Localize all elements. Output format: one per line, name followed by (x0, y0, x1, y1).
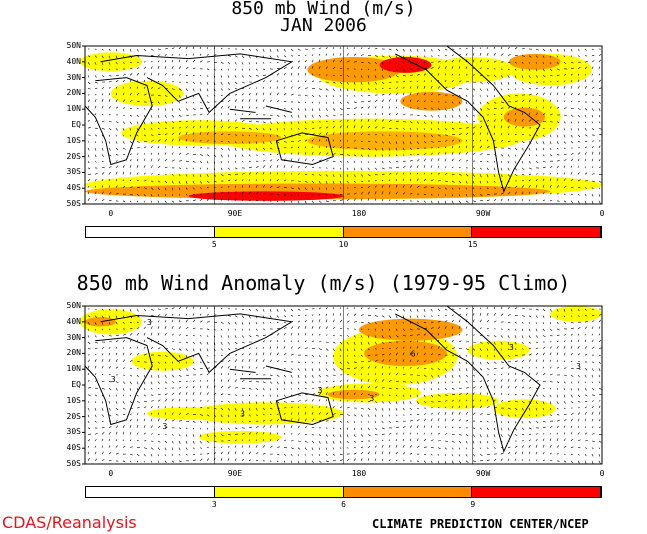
shaded-region (327, 389, 380, 400)
shaded-region (110, 80, 184, 107)
lat-label: 30N (66, 72, 81, 82)
contour-label: 3 (509, 343, 514, 352)
contour-label: 3 (147, 318, 152, 327)
shaded-region (188, 191, 344, 201)
shaded-region (178, 131, 282, 144)
lat-label: 40S (66, 443, 81, 453)
coastline (275, 132, 334, 166)
colorbar-panel2 (85, 486, 602, 498)
lat-label: EQ (71, 120, 81, 129)
lon-label: 0 (599, 209, 605, 218)
colorbar-swatch (472, 487, 601, 497)
lat-label: 40S (66, 183, 81, 193)
panel1-subtitle: JAN 2006 (280, 15, 367, 36)
lat-label: 20N (66, 88, 81, 98)
colorbar-swatch (214, 487, 344, 497)
wind-vectors (87, 306, 602, 464)
lat-label: 30S (66, 167, 81, 177)
colorbar-label: 5 (211, 240, 217, 249)
wind-vectors (87, 46, 602, 204)
shaded-region (307, 131, 463, 151)
lon-label: 90W (475, 469, 491, 478)
lon-label: 0 (108, 469, 114, 478)
lat-label: 10S (66, 395, 81, 405)
shaded-region (359, 318, 463, 341)
colorbar-swatch (214, 227, 344, 237)
shaded-region (467, 340, 530, 360)
contour-label: 6 (411, 350, 416, 359)
lat-label: 50S (66, 199, 81, 208)
coastline (229, 365, 292, 380)
shaded-region (198, 430, 282, 444)
coastline (100, 313, 294, 374)
coastline (84, 337, 153, 426)
grid-lines (214, 306, 473, 464)
shaded-region (364, 340, 447, 367)
lat-label: 10N (66, 104, 81, 114)
footer-source: CDAS/Reanalysis (2, 513, 137, 532)
colorbar-swatch (472, 227, 601, 237)
lon-label: 90W (475, 209, 491, 218)
colorbar-swatch (343, 487, 473, 497)
contour-label: 3 (318, 386, 323, 395)
contour-label: 3 (163, 422, 168, 431)
lon-label: 180 (351, 469, 367, 478)
lat-label: 40N (66, 56, 81, 66)
colorbar-swatch (343, 227, 473, 237)
panel1-title: 850 mb Wind (m/s) (231, 0, 416, 19)
lat-label: 30S (66, 427, 81, 437)
shaded-region (503, 107, 546, 127)
colorbar-label: 15 (467, 240, 478, 249)
lat-label: 20S (66, 151, 81, 161)
colorbar-panel1 (85, 226, 602, 238)
footer-agency: CLIMATE PREDICTION CENTER/NCEP (372, 517, 589, 531)
lat-label: 50N (66, 301, 81, 310)
colorbar-swatch (86, 487, 215, 497)
lon-label: 0 (108, 209, 114, 218)
contour-label: 3 (576, 362, 581, 371)
contour-label: 3 (369, 394, 374, 403)
lat-label: 10N (66, 364, 81, 374)
lat-label: 50N (66, 41, 81, 50)
wind-anomaly-map-panel2: 3 3 3 6 3 3 3 3 3 (79, 305, 603, 465)
coastline (275, 392, 334, 426)
shaded-region (550, 306, 603, 322)
contour-label: 3 (111, 375, 116, 384)
lat-label: 20S (66, 411, 81, 421)
shaded-region (131, 351, 194, 371)
grid-lines (214, 46, 473, 204)
shaded-region (400, 91, 463, 111)
contour-label: 3 (240, 410, 245, 419)
colorbar-label: 3 (211, 500, 217, 509)
coastline (229, 105, 292, 120)
shaded-region (508, 53, 561, 70)
colorbar-label: 9 (470, 500, 476, 509)
colorbar-label: 10 (338, 240, 349, 249)
lat-label: 10S (66, 135, 81, 145)
lat-label: EQ (71, 380, 81, 389)
coastline (84, 77, 153, 166)
panel2-title: 850 mb Wind Anomaly (m/s) (1979-95 Climo… (76, 271, 571, 295)
lat-label: 30N (66, 332, 81, 342)
wind-map-panel1 (79, 45, 603, 205)
lat-label: 20N (66, 348, 81, 358)
shaded-region (307, 57, 401, 83)
lon-label: 0 (599, 469, 605, 478)
lon-label: 90E (227, 209, 243, 218)
shaded-region (493, 399, 556, 419)
colorbar-label: 6 (341, 500, 346, 509)
shaded-region (79, 52, 142, 72)
lon-label: 90E (227, 469, 243, 478)
lon-label: 180 (351, 209, 367, 218)
lat-label: 50S (66, 459, 81, 468)
shaded-region (188, 402, 344, 425)
coastline (100, 53, 294, 114)
shaded-region (415, 392, 499, 409)
lat-label: 40N (66, 316, 81, 326)
colorbar-swatch (86, 227, 215, 237)
